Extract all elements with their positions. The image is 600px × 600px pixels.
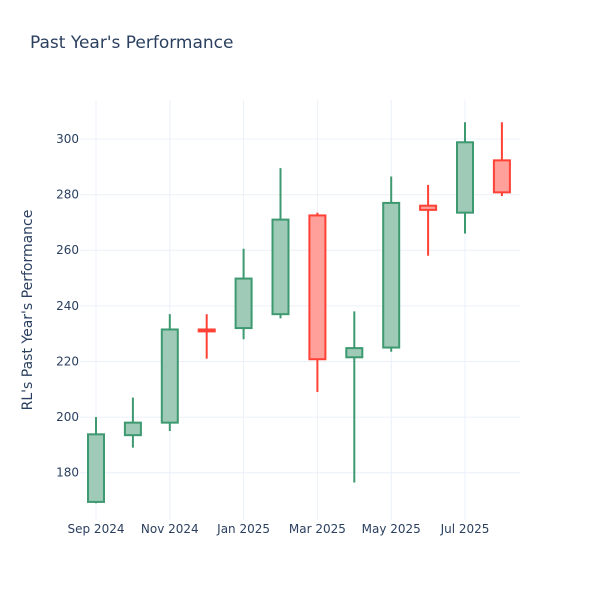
candle-body xyxy=(123,421,142,437)
x-tick-label: Sep 2024 xyxy=(68,522,125,536)
y-tick-label: 260 xyxy=(56,243,79,257)
y-tick-label: 280 xyxy=(56,188,79,202)
x-tick-label: May 2025 xyxy=(362,522,421,536)
candle-body xyxy=(345,347,364,359)
x-tick-label: Nov 2024 xyxy=(141,522,199,536)
candle-body xyxy=(382,201,401,349)
x-tick-label: Jan 2025 xyxy=(216,522,270,536)
y-axis-title: RL's Past Year's Performance xyxy=(20,210,36,411)
y-tick-label: 240 xyxy=(56,299,79,313)
candle-body xyxy=(197,328,216,333)
candle-body xyxy=(271,218,290,316)
candle-body xyxy=(456,141,474,214)
candle-body xyxy=(492,159,511,194)
y-tick-label: 300 xyxy=(56,132,79,146)
candle-body xyxy=(160,328,179,424)
chart-title: Past Year's Performance xyxy=(30,33,234,53)
x-tick-label: Mar 2025 xyxy=(289,522,346,536)
x-tick-label: Jul 2025 xyxy=(440,522,490,536)
y-tick-label: 220 xyxy=(56,354,79,368)
candle-body xyxy=(308,214,327,361)
candle-body xyxy=(234,277,253,330)
candle-body xyxy=(87,433,105,503)
y-tick-label: 200 xyxy=(56,410,79,424)
candle-body xyxy=(419,204,438,211)
y-tick-label: 180 xyxy=(56,466,79,480)
